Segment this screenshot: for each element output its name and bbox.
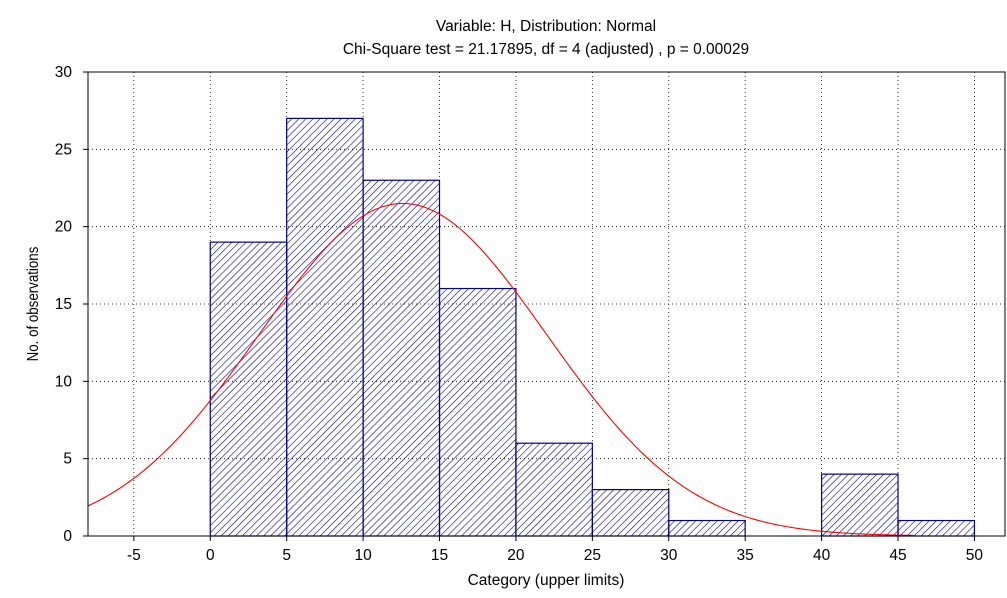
histogram-bar	[591, 489, 670, 537]
x-tick-label: 50	[966, 547, 984, 564]
curve-layer	[87, 202, 914, 536]
normal-fit-curve	[87, 202, 914, 536]
y-tick-label: 5	[63, 451, 72, 468]
histogram-bar	[286, 117, 364, 537]
histogram-bar	[209, 241, 288, 537]
bars-layer	[209, 117, 976, 537]
chart-subtitle: Chi-Square test = 21.17895, df = 4 (adju…	[343, 41, 749, 58]
chart-title: Variable: H, Distribution: Normal	[436, 18, 656, 35]
histogram-bar	[820, 473, 899, 537]
x-tick-label: 45	[889, 547, 906, 564]
y-tick-label: 30	[55, 64, 73, 81]
histogram-bar	[362, 179, 441, 537]
x-tick-label: 30	[660, 547, 678, 564]
x-tick-label: 0	[206, 547, 215, 564]
histogram-bar	[515, 442, 593, 537]
x-tick-label: 20	[507, 547, 525, 564]
x-tick-label: 25	[584, 547, 601, 564]
y-axis-label: No. of observations	[25, 247, 42, 362]
x-axis-label: Category (upper limits)	[468, 572, 625, 589]
x-tick-label: 5	[282, 547, 291, 564]
y-axis: 0 5 10 15 20 25 30	[55, 64, 88, 545]
histogram-bar	[897, 519, 976, 537]
x-tick-label: 10	[354, 547, 372, 564]
y-tick-label: 25	[55, 141, 72, 158]
histogram-bar	[668, 519, 746, 537]
x-tick-label: 40	[813, 547, 831, 564]
x-tick-label: 35	[737, 547, 754, 564]
x-tick-label: 15	[431, 547, 448, 564]
y-tick-label: 0	[63, 528, 72, 545]
y-tick-label: 20	[55, 219, 73, 236]
y-tick-label: 10	[55, 373, 73, 390]
y-tick-label: 15	[55, 296, 72, 313]
histogram-bar	[438, 287, 517, 537]
x-tick-label: -5	[127, 547, 141, 564]
x-axis: -5 0 5 10 15 20 25 30 35 40 45 50	[127, 536, 983, 564]
